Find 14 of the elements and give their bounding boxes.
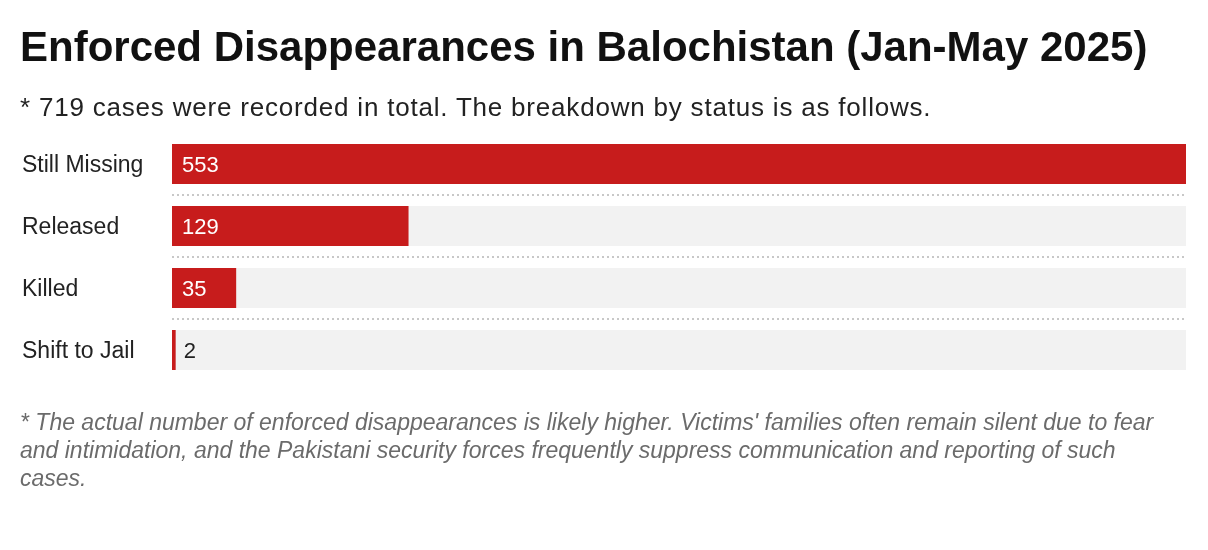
data-label: 2 xyxy=(183,337,196,363)
data-label: 553 xyxy=(182,151,219,177)
y-tick-label: Killed xyxy=(22,275,79,301)
chart-title: Enforced Disappearances in Balochistan (Jan-May 2025) xyxy=(20,22,1148,72)
text: * The actual number of enforced disappearances is likely higher. Victims' families often remain silent due to fear and intimidation, and the Pakistani security forces frequently suppress communication and reporting of such cases. xyxy=(20,408,1155,492)
y-tick-label: Shift to Jail xyxy=(22,337,135,363)
y-tick-label: Still Missing xyxy=(22,151,144,177)
bar xyxy=(172,206,409,246)
y-tick-label: Released xyxy=(22,213,120,239)
data-label: 35 xyxy=(182,275,207,301)
data-label: 129 xyxy=(182,213,219,239)
chart-subtitle: * 719 cases were recorded in total. The breakdown by status is as follows. xyxy=(20,92,932,122)
bar xyxy=(172,330,176,370)
bar xyxy=(172,268,237,308)
